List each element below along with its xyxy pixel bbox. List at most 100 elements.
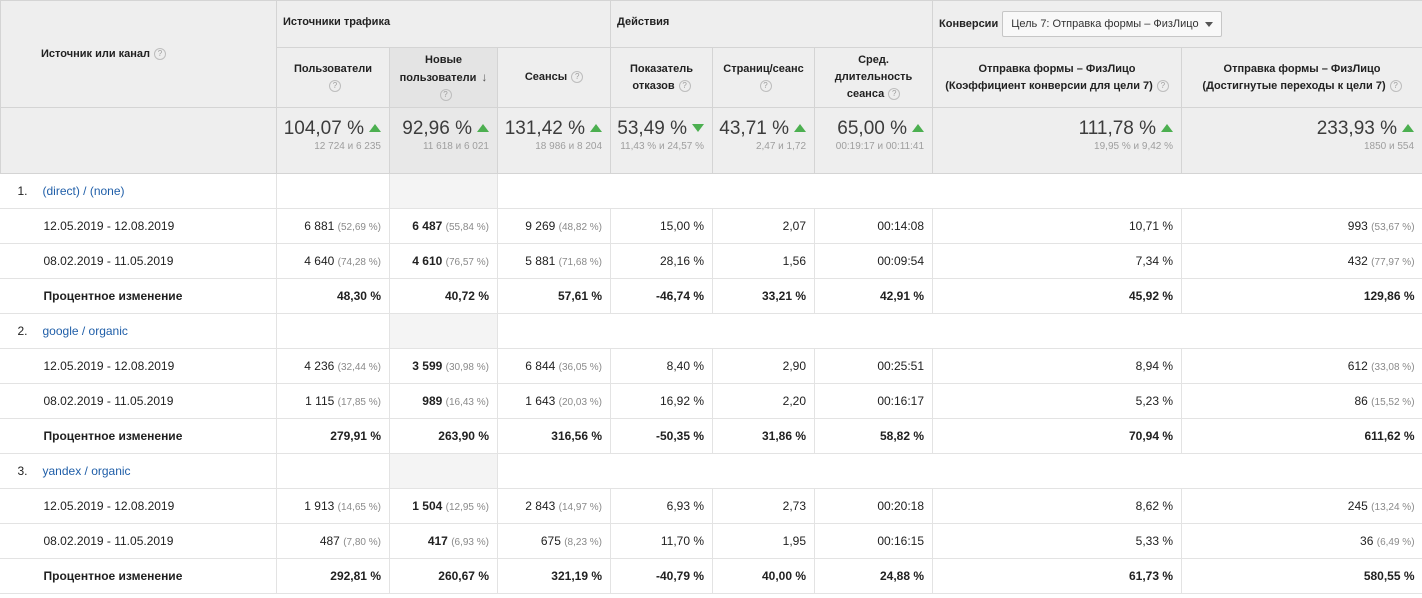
- cell-share: (53,67 %): [1371, 222, 1415, 233]
- metric-cell: 1,56: [712, 243, 815, 279]
- chevron-down-icon: [1205, 22, 1214, 27]
- metric-header-new-users[interactable]: Новые пользователи ↓?: [389, 47, 498, 108]
- cell-value: 42,91 %: [879, 289, 925, 303]
- cell-value: 1 504: [412, 499, 443, 513]
- metric-cell: 6 844 (36,05 %): [496, 348, 611, 384]
- metric-cell: 10,71 %: [932, 208, 1182, 244]
- help-icon[interactable]: ?: [1389, 79, 1402, 92]
- source-blank: [276, 313, 390, 349]
- metric-cell: 00:16:17: [814, 383, 933, 419]
- source-blank: [497, 453, 1422, 489]
- total-value: 111,78 %: [1078, 118, 1157, 139]
- help-icon[interactable]: ?: [439, 88, 452, 101]
- cell-value: 129,86 %: [1363, 289, 1415, 303]
- cell-share: (6,49 %): [1376, 537, 1415, 548]
- select-cell: [0, 488, 1, 524]
- cell-share: (55,84 %): [445, 222, 489, 233]
- row-label: 08.02.2019 - 11.05.2019: [0, 383, 277, 419]
- metric-cell: 245 (13,24 %): [1181, 488, 1422, 524]
- cell-value: 00:09:54: [877, 254, 925, 268]
- cell-value: 10,71 %: [1128, 219, 1174, 233]
- goal-select[interactable]: Цель 7: Отправка формы – ФизЛицо: [1002, 11, 1223, 37]
- source-blank: [389, 313, 498, 349]
- metric-header-goal-completions[interactable]: Отправка формы – ФизЛицо (Достигнутые пе…: [1181, 47, 1422, 108]
- metric-cell: 31,86 %: [712, 418, 815, 454]
- source-link[interactable]: google / organic: [42, 324, 128, 338]
- cell-value: 00:16:15: [877, 534, 925, 548]
- trend-down-icon: [692, 124, 705, 132]
- total-value: 233,93 %: [1316, 118, 1398, 139]
- cell-value: 611,62 %: [1364, 429, 1415, 443]
- cell-value: 15,00 %: [659, 219, 705, 233]
- source-row: 2. google / organic: [0, 313, 1422, 349]
- trend-up-icon: [1161, 124, 1174, 132]
- metric-cell: 292,81 %: [276, 558, 390, 594]
- cell-share: (76,57 %): [445, 257, 489, 268]
- cell-value: 7,34 %: [1135, 254, 1174, 268]
- cell-value: 4 236: [304, 359, 335, 373]
- select-cell: [0, 453, 1, 489]
- help-icon[interactable]: ?: [571, 71, 584, 84]
- date-range-row: 08.02.2019 - 11.05.2019 487 (7,80 %) 417…: [0, 523, 1422, 559]
- metric-cell: 2,07: [712, 208, 815, 244]
- metric-cell: 00:16:15: [814, 523, 933, 559]
- cell-share: (8,23 %): [564, 537, 603, 548]
- cell-value: 6 881: [304, 219, 335, 233]
- source-link[interactable]: (direct) / (none): [42, 184, 125, 198]
- metric-header-row: Пользователи? Новые пользователи ↓? Сеанс…: [0, 47, 1422, 108]
- totals-cell: 131,42 % 18 986 и 8 204: [496, 107, 612, 174]
- help-icon[interactable]: ?: [759, 79, 772, 92]
- cell-value: 417: [427, 534, 448, 548]
- metric-cell: 432 (77,97 %): [1181, 243, 1422, 279]
- row-label: 08.02.2019 - 11.05.2019: [0, 523, 277, 559]
- sort-descending-icon[interactable]: ↓: [481, 69, 488, 84]
- metric-header-pages-per-session[interactable]: Страниц/сеанс?: [712, 47, 816, 108]
- total-compare: 11 618 и 6 021: [422, 141, 489, 152]
- metric-header-users[interactable]: Пользователи?: [276, 47, 390, 108]
- cell-value: 279,91 %: [330, 429, 381, 443]
- cell-value: 6,93 %: [666, 499, 705, 513]
- cell-share: (16,43 %): [445, 397, 489, 408]
- select-cell: [0, 278, 1, 314]
- metric-header-sessions[interactable]: Сеансы?: [496, 47, 612, 108]
- cell-value: 321,19 %: [551, 569, 603, 583]
- metric-header-avg-duration[interactable]: Сред. длительность сеанса?: [814, 47, 934, 108]
- group-traffic-header: Источники трафика: [275, 0, 612, 48]
- cell-share: (14,65 %): [337, 502, 381, 513]
- total-compare: 2,47 и 1,72: [755, 141, 807, 152]
- cell-value: 40,00 %: [761, 569, 807, 583]
- cell-value: 1,56: [782, 254, 807, 268]
- source-index: 3.: [17, 464, 28, 478]
- help-icon[interactable]: ?: [1156, 79, 1169, 92]
- cell-value: 1,95: [782, 534, 807, 548]
- metric-cell: 5,23 %: [932, 383, 1182, 419]
- source-link[interactable]: yandex / organic: [42, 464, 131, 478]
- source-column-header[interactable]: Источник или канал?: [0, 0, 277, 108]
- cell-value: 432: [1347, 254, 1368, 268]
- cell-value: 4 610: [412, 254, 443, 268]
- help-icon[interactable]: ?: [329, 79, 341, 92]
- cell-share: (74,28 %): [337, 257, 381, 268]
- help-icon[interactable]: ?: [678, 79, 691, 92]
- metric-header-conversion-rate[interactable]: Отправка формы – ФизЛицо (Коэффициент ко…: [932, 47, 1183, 108]
- metric-header-bounce-rate[interactable]: Показатель отказов?: [610, 47, 714, 108]
- help-icon[interactable]: ?: [154, 48, 167, 61]
- totals-cell: 111,78 % 19,95 % и 9,42 %: [932, 107, 1183, 174]
- help-icon[interactable]: ?: [888, 88, 901, 101]
- date-range-row: 08.02.2019 - 11.05.2019 1 115 (17,85 %) …: [0, 383, 1422, 419]
- total-compare: 18 986 и 8 204: [535, 141, 603, 152]
- metric-cell: 8,62 %: [932, 488, 1182, 524]
- metric-cell: 129,86 %: [1181, 278, 1422, 314]
- metric-cell: 7,34 %: [932, 243, 1182, 279]
- metric-cell: 580,55 %: [1181, 558, 1422, 594]
- metric-cell: 5,33 %: [932, 523, 1182, 559]
- totals-cell: 104,07 % 12 724 и 6 235: [276, 107, 390, 174]
- metric-label: Пользователи: [293, 62, 372, 75]
- cell-value: 00:25:51: [877, 359, 925, 373]
- metric-label: Сеансы: [524, 71, 568, 83]
- metric-cell: 11,70 %: [610, 523, 713, 559]
- cell-value: 70,94 %: [1128, 429, 1174, 443]
- source-row: 3. yandex / organic: [0, 453, 1422, 489]
- cell-value: 316,56 %: [551, 429, 603, 443]
- select-cell: [0, 208, 1, 244]
